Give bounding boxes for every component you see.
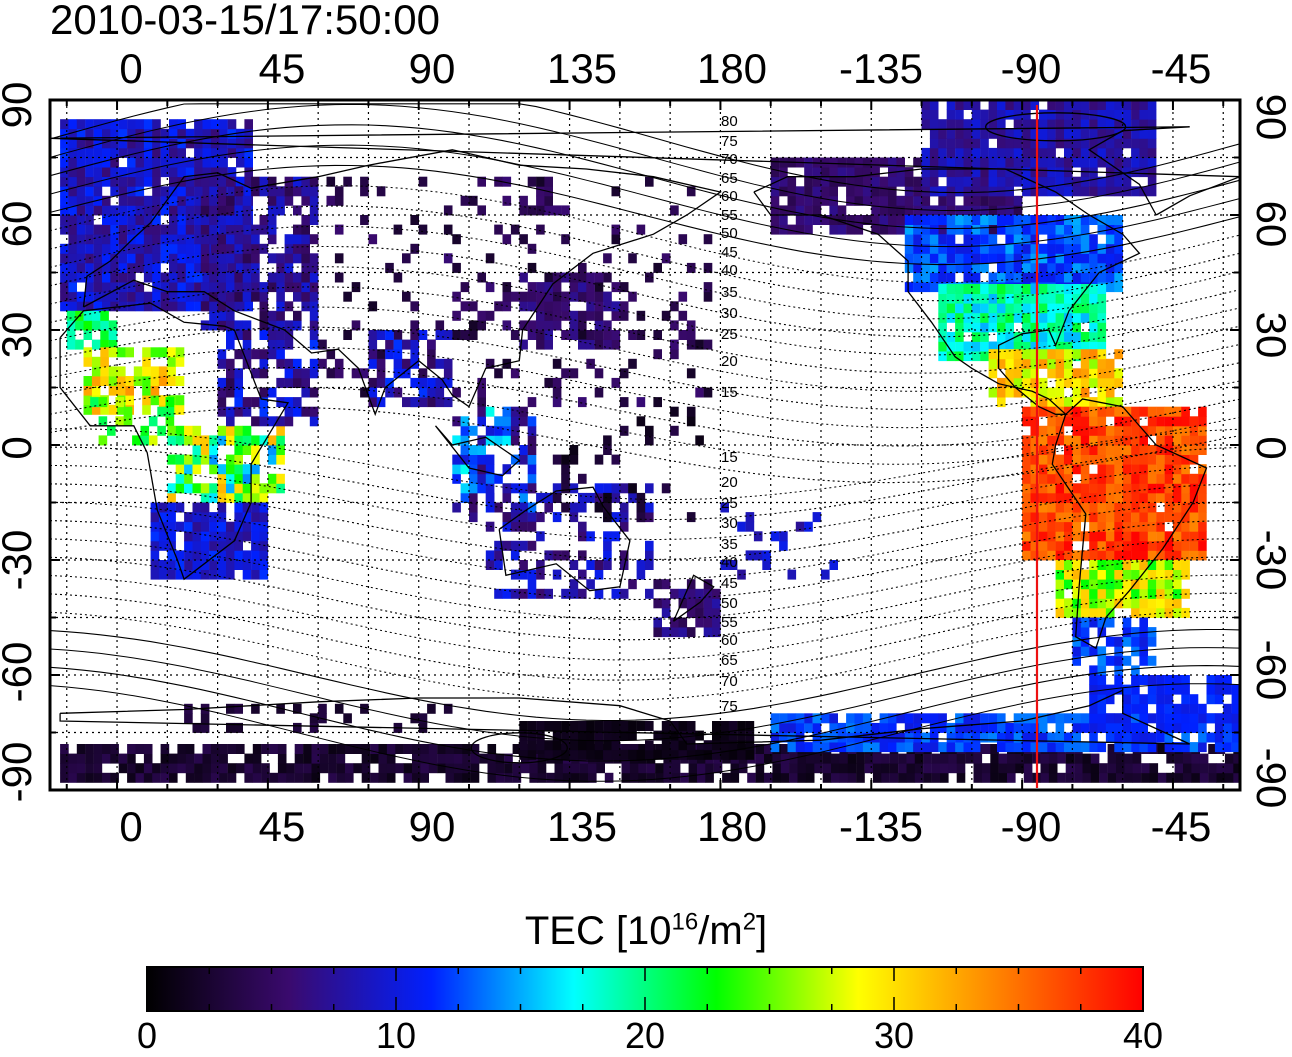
contour-label: 50 [721, 225, 738, 242]
contour-label: 35 [721, 284, 738, 301]
colorbar-title-exponent: 16 [671, 908, 699, 936]
bottom-lon-tick: 90 [408, 803, 456, 850]
colorbar-tick-label: 10 [375, 1015, 417, 1056]
contour-label: 45 [721, 244, 738, 261]
top-lon-tick: -45 [1150, 45, 1212, 92]
tec-map: 8075706560555045403530252015152025303540… [48, 98, 1242, 792]
bottom-lon-tick: 135 [546, 803, 618, 850]
contour-label: 50 [721, 595, 738, 612]
contour-label: 30 [721, 305, 738, 322]
top-lon-tick: -135 [838, 45, 924, 92]
top-lon-tick: 135 [546, 45, 618, 92]
contour-label: 40 [721, 554, 738, 571]
contour-label: 35 [721, 536, 738, 553]
contour-label: 40 [721, 262, 738, 279]
contour-label: 15 [721, 449, 738, 466]
top-lon-tick: -90 [1000, 45, 1062, 92]
colorbar-title: TEC [1016/m2] [0, 908, 1292, 954]
colorbar-tick-label: 0 [136, 1015, 158, 1056]
contour-label: 75 [721, 133, 738, 150]
contour-label: 65 [721, 170, 738, 187]
colorbar-tick-label: 40 [1122, 1015, 1164, 1056]
contour-label: 75 [721, 698, 738, 715]
bottom-lon-tick: -45 [1150, 803, 1212, 850]
bottom-lon-tick: 0 [119, 803, 143, 850]
contour-label: 70 [721, 673, 738, 690]
magnetic-contours [50, 103, 1240, 782]
contour-label: 65 [721, 652, 738, 669]
frame-ticks [50, 99, 1240, 791]
contour-label: 15 [721, 384, 738, 401]
contour-label: 80 [721, 113, 738, 130]
timestamp: 2010-03-15/17:50:00 [50, 0, 440, 43]
bottom-lon-tick: -135 [838, 803, 924, 850]
top-lon-tick: 90 [408, 45, 456, 92]
colorbar-title-suffix: ] [756, 909, 768, 953]
bottom-lon-tick: 45 [258, 803, 306, 850]
top-lon-tick: 0 [119, 45, 143, 92]
colorbar-title-unit-exponent: 2 [742, 908, 757, 936]
contour-label: 60 [721, 188, 738, 205]
contour-labels: 8075706560555045403530252015152025303540… [721, 113, 738, 715]
colorbar-title-unit: /m [698, 909, 743, 953]
contour-label: 30 [721, 515, 738, 532]
contour-label: 25 [721, 326, 738, 343]
contour-label: 45 [721, 575, 738, 592]
top-lon-tick: 45 [258, 45, 306, 92]
contour-label: 55 [721, 614, 738, 631]
contour-label: 70 [721, 151, 738, 168]
contour-label: 25 [721, 495, 738, 512]
contour-label: 20 [721, 353, 738, 370]
top-lon-tick: 180 [696, 45, 768, 92]
contour-label: 20 [721, 474, 738, 491]
contour-label: 60 [721, 632, 738, 649]
tec-patches [60, 100, 1240, 783]
colorbar-title-prefix: TEC [10 [524, 909, 672, 953]
bottom-lon-tick: 180 [696, 803, 768, 850]
colorbar [146, 966, 1144, 1012]
colorbar-tick-label: 20 [624, 1015, 666, 1056]
colorbar-tick-label: 30 [873, 1015, 915, 1056]
bottom-lon-tick: -90 [1000, 803, 1062, 850]
colorbar-tick-marks [146, 967, 1144, 1011]
contour-label: 55 [721, 207, 738, 224]
